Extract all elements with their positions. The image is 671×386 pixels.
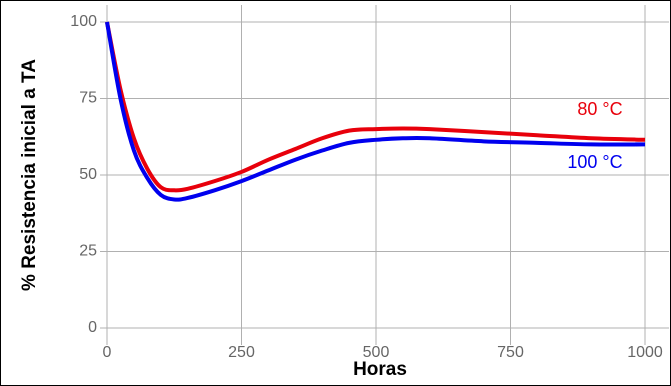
series-label: 80 °C [577, 99, 622, 119]
y-tick-label: 100 [70, 13, 97, 30]
y-tick-label: 0 [88, 319, 97, 336]
y-axis-label: % Resistencia inicial a TA [19, 59, 40, 291]
x-tick-label: 500 [363, 344, 390, 361]
series-label: 100 °C [567, 152, 622, 172]
x-tick-label: 250 [228, 344, 255, 361]
x-tick-label: 750 [497, 344, 524, 361]
y-tick-label: 25 [79, 243, 97, 260]
y-tick-label: 75 [79, 90, 97, 107]
y-tick-label: 50 [79, 166, 97, 183]
series-line [105, 21, 646, 202]
series-line [105, 21, 646, 193]
x-axis-label: Horas [353, 359, 407, 380]
x-tick-label: 0 [103, 344, 112, 361]
x-tick-label: 1000 [627, 344, 663, 361]
